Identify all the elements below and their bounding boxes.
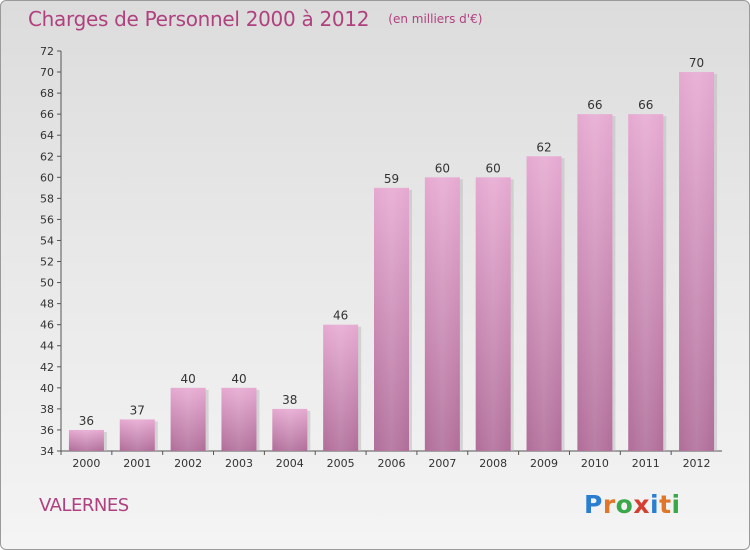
logo-letter: i [650,490,660,519]
bar-highlight [221,387,257,451]
logo-letter: i [671,490,681,519]
x-tick-label: 2010 [581,457,609,470]
value-labels: 36 37 40 40 38 46 59 60 60 62 66 66 70 [79,56,704,428]
data-label: 40 [231,372,246,386]
bar-highlight [679,72,715,451]
y-tick-label: 50 [40,277,54,290]
y-tick-label: 64 [40,129,54,142]
y-tick-label: 72 [40,45,54,58]
bar-highlight [272,408,308,451]
y-tick-label: 40 [40,382,54,395]
data-label: 60 [486,161,501,175]
y-tick-label: 42 [40,361,54,374]
chart-title: Charges de Personnel 2000 à 2012 [28,7,370,31]
bar-highlight [475,177,511,451]
data-label: 36 [79,414,94,428]
y-tick-label: 62 [40,150,54,163]
x-tick-label: 2009 [530,457,558,470]
bar-highlight [424,177,460,451]
y-tick-label: 54 [40,234,54,247]
y-tick-label: 70 [40,66,54,79]
data-label: 62 [536,140,551,154]
x-tick-label: 2002 [174,457,202,470]
data-label: 60 [435,161,450,175]
bar-highlight [628,114,664,451]
data-label: 40 [180,372,195,386]
x-tick-label: 2001 [123,457,151,470]
data-label: 66 [638,98,653,112]
y-tick-label: 44 [40,340,54,353]
logo-letter: t [659,490,672,519]
x-tick-label: 2007 [428,457,456,470]
bar-highlight [170,387,206,451]
axes: 34 36 38 40 42 44 46 48 50 52 54 56 58 60 62 64 66 68 70 72… [40,45,722,470]
proxiti-logo: Proxiti [584,490,681,519]
bar-highlight [323,324,359,451]
y-tick-label: 52 [40,256,54,269]
y-tick-label: 38 [40,403,54,416]
bar-highlight [526,156,562,451]
logo-letter: r [602,490,616,519]
bar-highlight [119,419,155,451]
x-tick-label: 2012 [683,457,711,470]
y-tick-label: 56 [40,213,54,226]
x-tick-label: 2004 [276,457,304,470]
y-tick-label: 68 [40,87,54,100]
x-tick-label: 2011 [632,457,660,470]
data-label: 37 [130,403,145,417]
data-label: 70 [689,56,704,70]
bar-highlight [374,187,409,451]
x-tick-label: 2008 [479,457,507,470]
logo-letter: o [615,490,634,519]
data-label: 38 [282,393,297,407]
bars [68,72,718,451]
bar-highlight [577,114,613,451]
x-tick-label: 2005 [327,457,355,470]
x-tick-label: 2003 [225,457,253,470]
logo-letter: x [633,490,650,519]
y-tick-label: 60 [40,171,54,184]
y-tick-label: 48 [40,298,54,311]
data-label: 59 [384,172,399,186]
chart-subtitle: (en milliers d'€) [388,12,483,26]
y-tick-label: 34 [40,445,54,458]
data-label: 66 [587,98,602,112]
logo-letter: P [584,490,603,519]
y-tick-label: 66 [40,108,54,121]
bar-highlight [68,429,104,451]
title-row: Charges de Personnel 2000 à 2012 (en mil… [28,7,482,31]
x-tick-label: 2006 [378,457,406,470]
commune-name: VALERNES [39,495,129,516]
x-tick-label: 2000 [72,457,100,470]
data-label: 46 [333,309,348,323]
y-tick-label: 58 [40,192,54,205]
y-tick-label: 46 [40,319,54,332]
y-tick-label: 36 [40,424,54,437]
